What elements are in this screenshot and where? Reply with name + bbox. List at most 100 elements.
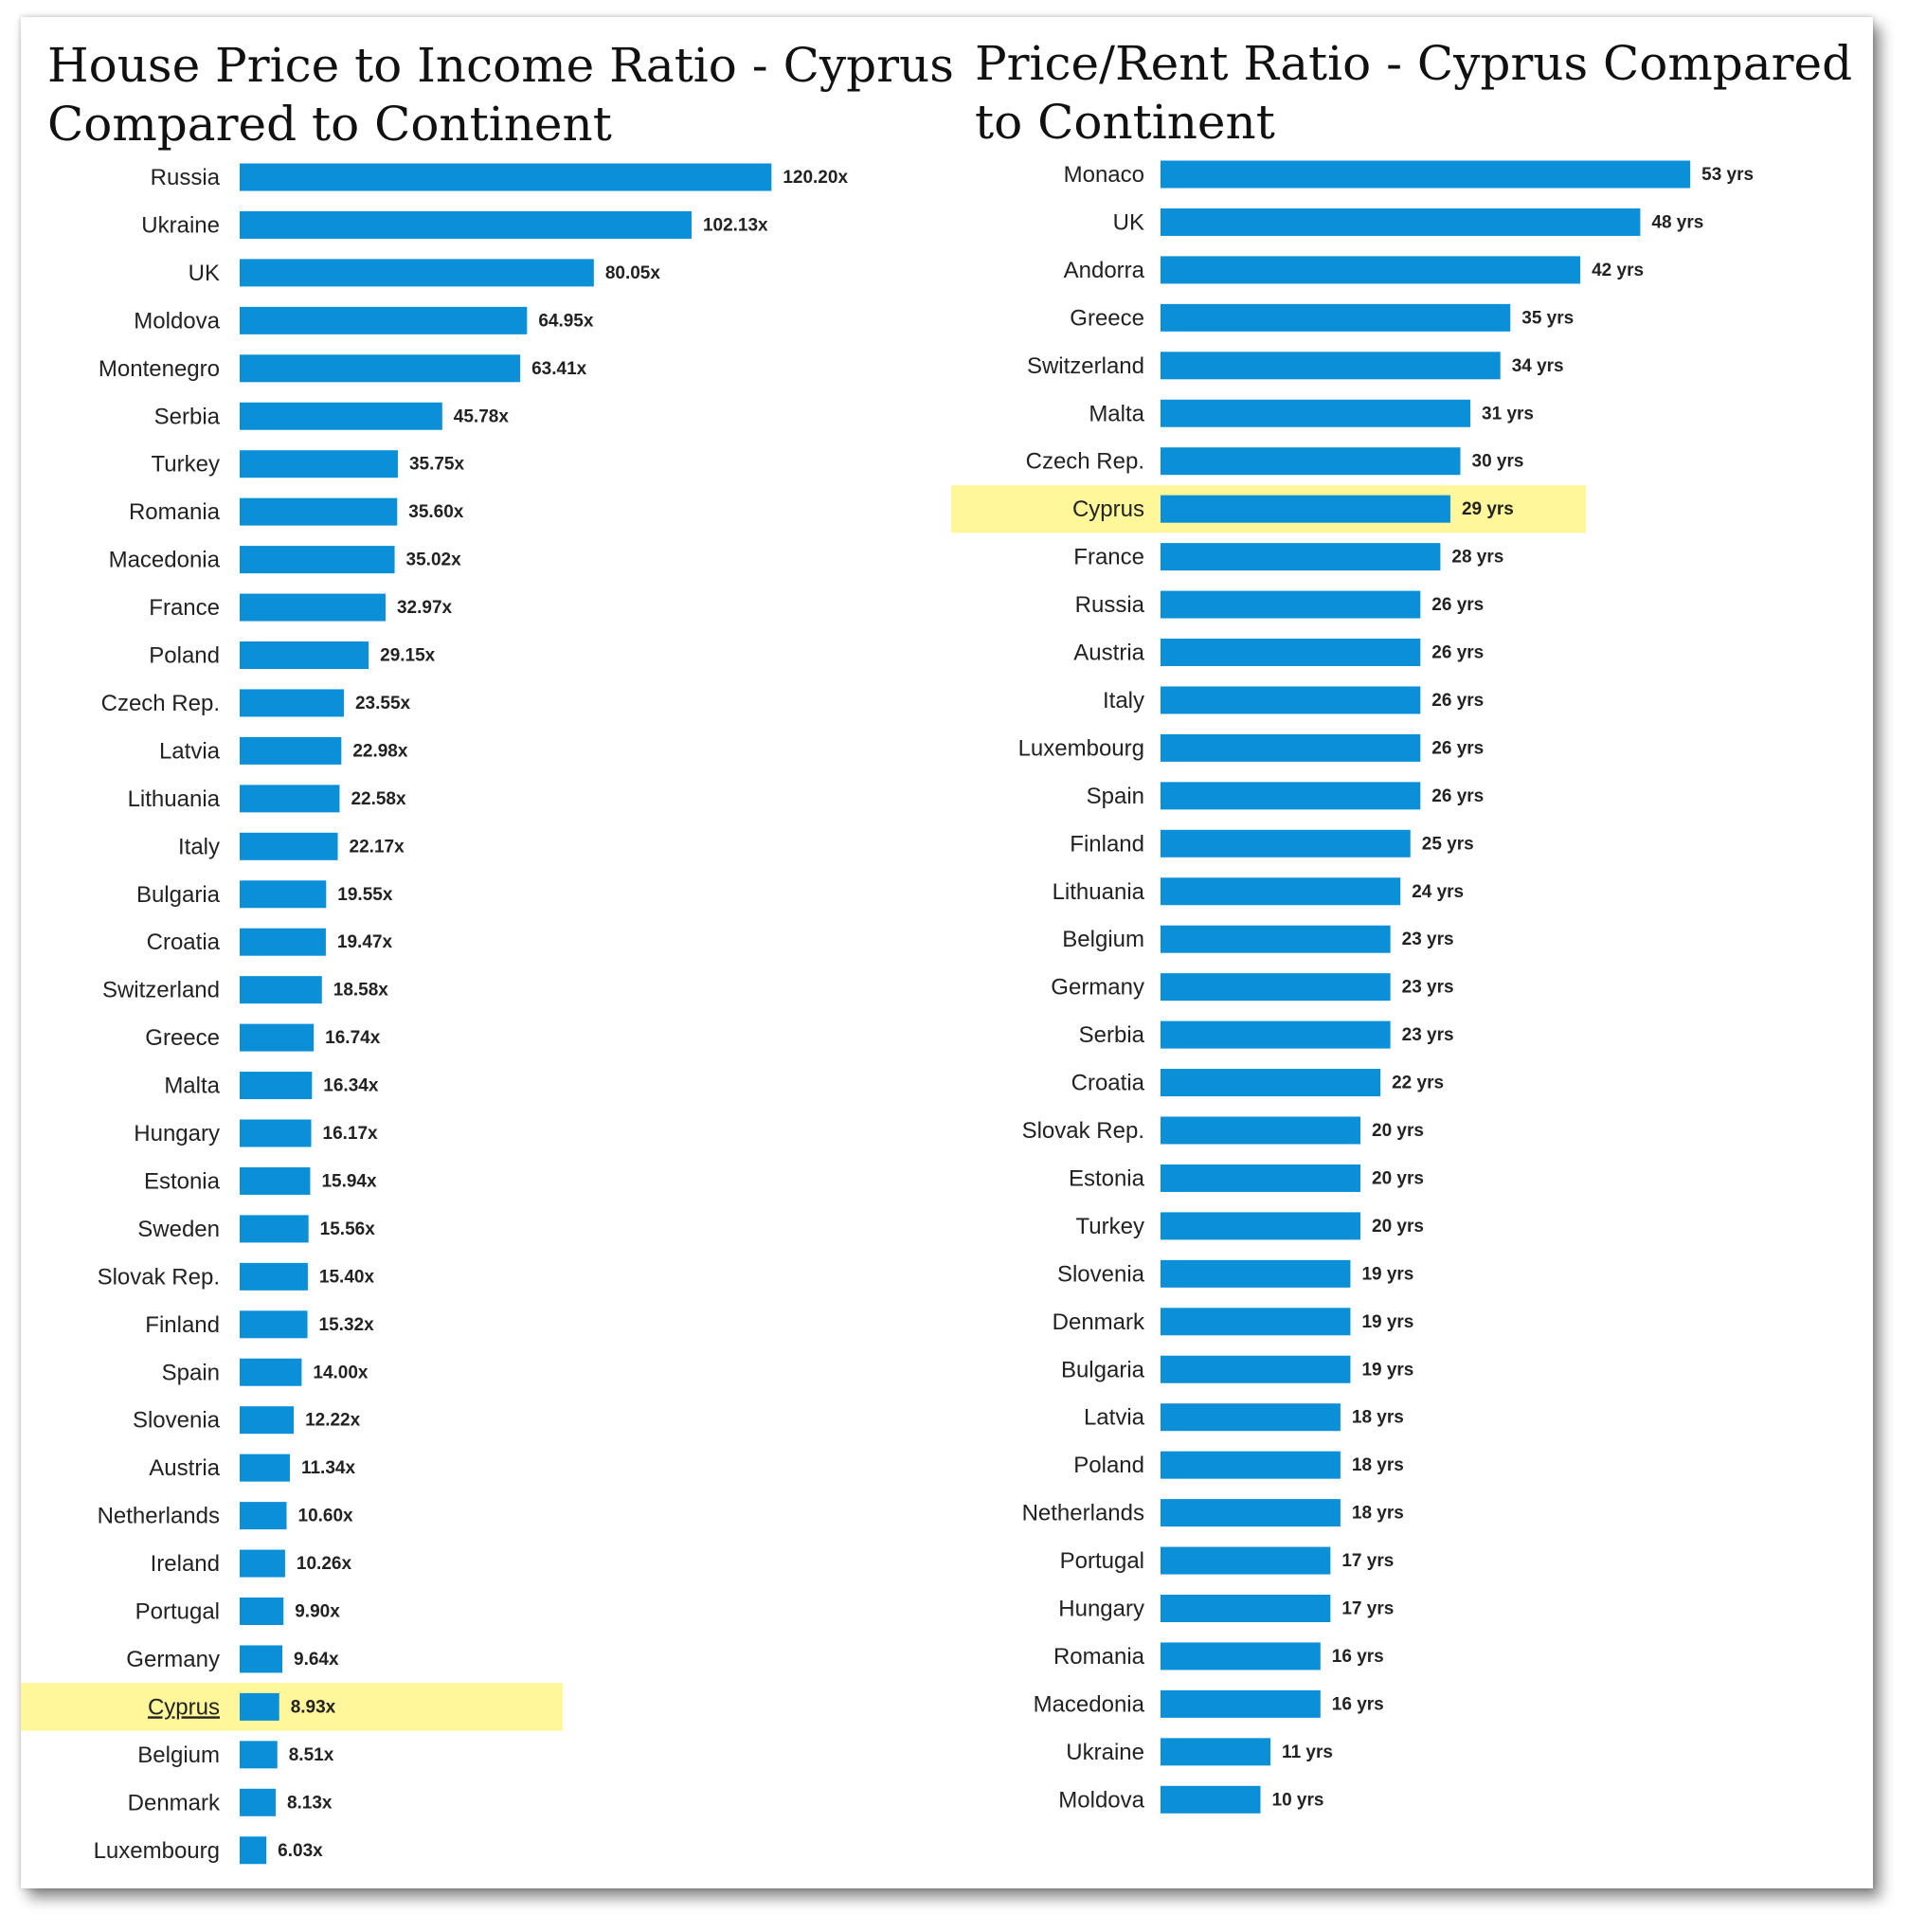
category-label: Malta: [164, 1074, 220, 1099]
category-label: Portugal: [135, 1599, 220, 1625]
bar: [1161, 1499, 1341, 1527]
bar: [1161, 1259, 1351, 1288]
value-label: 23 yrs: [1402, 978, 1454, 998]
value-label: 16.17x: [323, 1124, 379, 1144]
bar: [240, 1598, 284, 1625]
category-label: Turkey: [1076, 1214, 1144, 1239]
category-label: Belgium: [137, 1742, 220, 1768]
bar: [240, 402, 442, 430]
category-label: Switzerland: [102, 978, 220, 1003]
category-label: Germany: [1051, 975, 1144, 1001]
category-label: Slovenia: [1057, 1261, 1145, 1287]
category-label: Belgium: [1062, 927, 1144, 952]
bar: [1161, 973, 1391, 1002]
category-label: Greece: [145, 1025, 220, 1051]
value-label: 18 yrs: [1352, 1455, 1404, 1475]
value-label: 22.98x: [352, 741, 408, 761]
bar: [240, 1836, 267, 1865]
bar: [240, 593, 386, 622]
value-label: 28 yrs: [1451, 548, 1503, 568]
category-label: Spain: [1087, 784, 1144, 809]
value-label: 23 yrs: [1402, 1025, 1454, 1045]
right-chart-title: Price/Rent Ratio - Cyprus Compared to Co…: [975, 36, 1853, 150]
left-chart-title: House Price to Income Ratio - Cyprus Com…: [47, 38, 954, 152]
bar: [1161, 303, 1511, 332]
bar: [1161, 1689, 1321, 1718]
category-label: Croatia: [1071, 1071, 1145, 1096]
bar: [240, 546, 395, 574]
bar: [240, 1645, 283, 1673]
bar: [240, 354, 521, 383]
bar: [240, 1454, 290, 1482]
bar: [1161, 1355, 1351, 1383]
bar: [1161, 447, 1461, 476]
value-label: 26 yrs: [1431, 595, 1484, 615]
value-label: 64.95x: [538, 311, 594, 331]
bar: [240, 1406, 295, 1435]
bar: [1161, 1403, 1341, 1432]
bar: [240, 928, 326, 956]
category-label: Ireland: [151, 1551, 220, 1577]
value-label: 29 yrs: [1462, 499, 1514, 519]
value-label: 19 yrs: [1361, 1312, 1413, 1332]
category-label: Portugal: [1060, 1548, 1144, 1574]
value-label: 10 yrs: [1272, 1790, 1324, 1810]
value-label: 42 yrs: [1592, 261, 1644, 280]
bar: [240, 1310, 308, 1339]
value-label: 24 yrs: [1412, 882, 1464, 902]
value-label: 18 yrs: [1352, 1408, 1404, 1428]
category-label: Montenegro: [99, 356, 220, 382]
value-label: 20 yrs: [1372, 1217, 1424, 1237]
value-label: 32.97x: [397, 598, 453, 618]
bar: [1161, 160, 1691, 189]
value-label: 18 yrs: [1352, 1504, 1404, 1524]
bar: [1161, 352, 1501, 380]
bar: [240, 1788, 276, 1816]
value-label: 16 yrs: [1332, 1694, 1384, 1714]
bar: [1161, 1738, 1271, 1766]
category-label: Finland: [1070, 831, 1144, 857]
category-label: Denmark: [1053, 1309, 1145, 1335]
category-label: Lithuania: [1053, 879, 1145, 905]
value-label: 10.26x: [297, 1554, 352, 1574]
bar: [240, 832, 338, 860]
bar: [240, 1023, 315, 1052]
bar: [1161, 925, 1391, 953]
house-price-income-chart: Russia 120.20x Ukraine 102.13x UK 80.05x Moldo…: [21, 163, 848, 1865]
value-label: 17 yrs: [1341, 1599, 1394, 1619]
price-rent-chart: Monaco 53 yrs UK 48 yrs Andorra 42 yrs Greece 3…: [951, 160, 1754, 1814]
value-label: 35.60x: [408, 502, 464, 522]
category-label: Latvia: [159, 738, 221, 764]
value-label: 8.93x: [291, 1697, 336, 1717]
value-label: 20 yrs: [1372, 1121, 1424, 1141]
category-label: Finland: [145, 1312, 220, 1338]
category-label: Hungary: [1058, 1597, 1144, 1622]
category-label: Russia: [151, 165, 221, 190]
value-label: 16.74x: [325, 1028, 381, 1048]
value-label: 10.60x: [298, 1507, 354, 1526]
value-label: 31 yrs: [1482, 404, 1534, 424]
category-label: Bulgaria: [1061, 1357, 1145, 1382]
bar: [240, 1119, 312, 1147]
value-label: 35.75x: [409, 455, 465, 475]
bar: [240, 210, 692, 239]
bar: [1161, 1069, 1381, 1097]
value-label: 35 yrs: [1521, 308, 1574, 328]
value-label: 6.03x: [278, 1841, 323, 1861]
value-label: 25 yrs: [1422, 834, 1474, 854]
category-label: Andorra: [1064, 258, 1145, 283]
category-label: Turkey: [152, 452, 220, 478]
chart-panel: House Price to Income Ratio - Cyprus Com…: [21, 17, 1873, 1888]
category-label: Bulgaria: [136, 882, 221, 908]
category-label: Luxembourg: [1018, 735, 1144, 761]
bar: [1161, 877, 1401, 906]
category-label: Serbia: [1079, 1022, 1145, 1048]
category-label: France: [149, 595, 220, 621]
category-label[interactable]: Cyprus: [148, 1694, 220, 1720]
bar: [240, 785, 340, 813]
value-label: 15.56x: [320, 1219, 376, 1239]
bar: [240, 1072, 313, 1100]
value-label: 20 yrs: [1372, 1168, 1424, 1188]
value-label: 14.00x: [313, 1363, 369, 1382]
value-label: 26 yrs: [1431, 738, 1484, 758]
